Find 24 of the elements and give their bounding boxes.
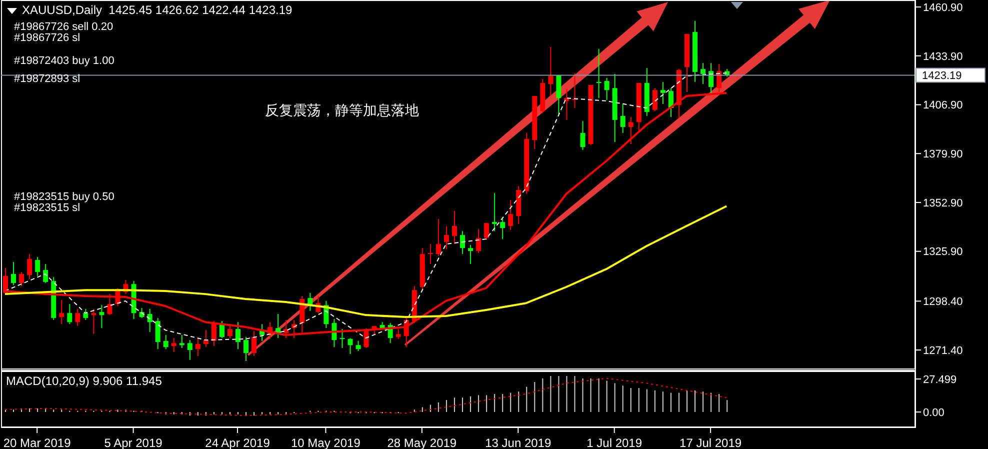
x-tick-label: 13 Jun 2019 <box>485 436 552 449</box>
annotation: #19867726 sell 0.20 <box>14 21 114 33</box>
annotation: #19823515 buy 0.50 <box>14 191 114 203</box>
y-tick-label: 1379.90 <box>923 148 963 160</box>
y-tick-label: 1325.90 <box>923 246 963 258</box>
y-tick-label: 1298.40 <box>923 296 963 308</box>
y-tick-label: 0.00 <box>923 406 944 419</box>
y-tick-label: 1271.40 <box>923 344 963 357</box>
chart-title: MACD(10,20,9) 9.906 11.945 <box>6 374 162 388</box>
x-tick-label: 17 Jul 2019 <box>680 436 742 449</box>
ref-line-label: 1423.19 <box>922 70 962 82</box>
y-tick-label: 27.499 <box>923 374 957 386</box>
annotation: #19872893 sl <box>14 73 80 85</box>
annotation: #19867726 sl <box>14 32 80 44</box>
y-tick-label: 1406.90 <box>923 100 963 112</box>
annotation: 反复震荡，静等加息落地 <box>265 102 419 118</box>
y-tick-label: 1433.90 <box>923 50 963 63</box>
chart-title: XAUUSD,Daily 1425.45 1426.62 1422.44 1423.19 <box>22 3 292 17</box>
annotation: #19823515 sl <box>14 202 80 214</box>
y-tick-label: 1352.90 <box>923 197 963 210</box>
x-tick-label: 20 Mar 2019 <box>3 436 72 449</box>
y-tick-label: 1460.90 <box>923 2 963 14</box>
x-tick-label: 1 Jul 2019 <box>586 436 642 449</box>
annotation: #19872403 buy 1.00 <box>14 55 114 67</box>
